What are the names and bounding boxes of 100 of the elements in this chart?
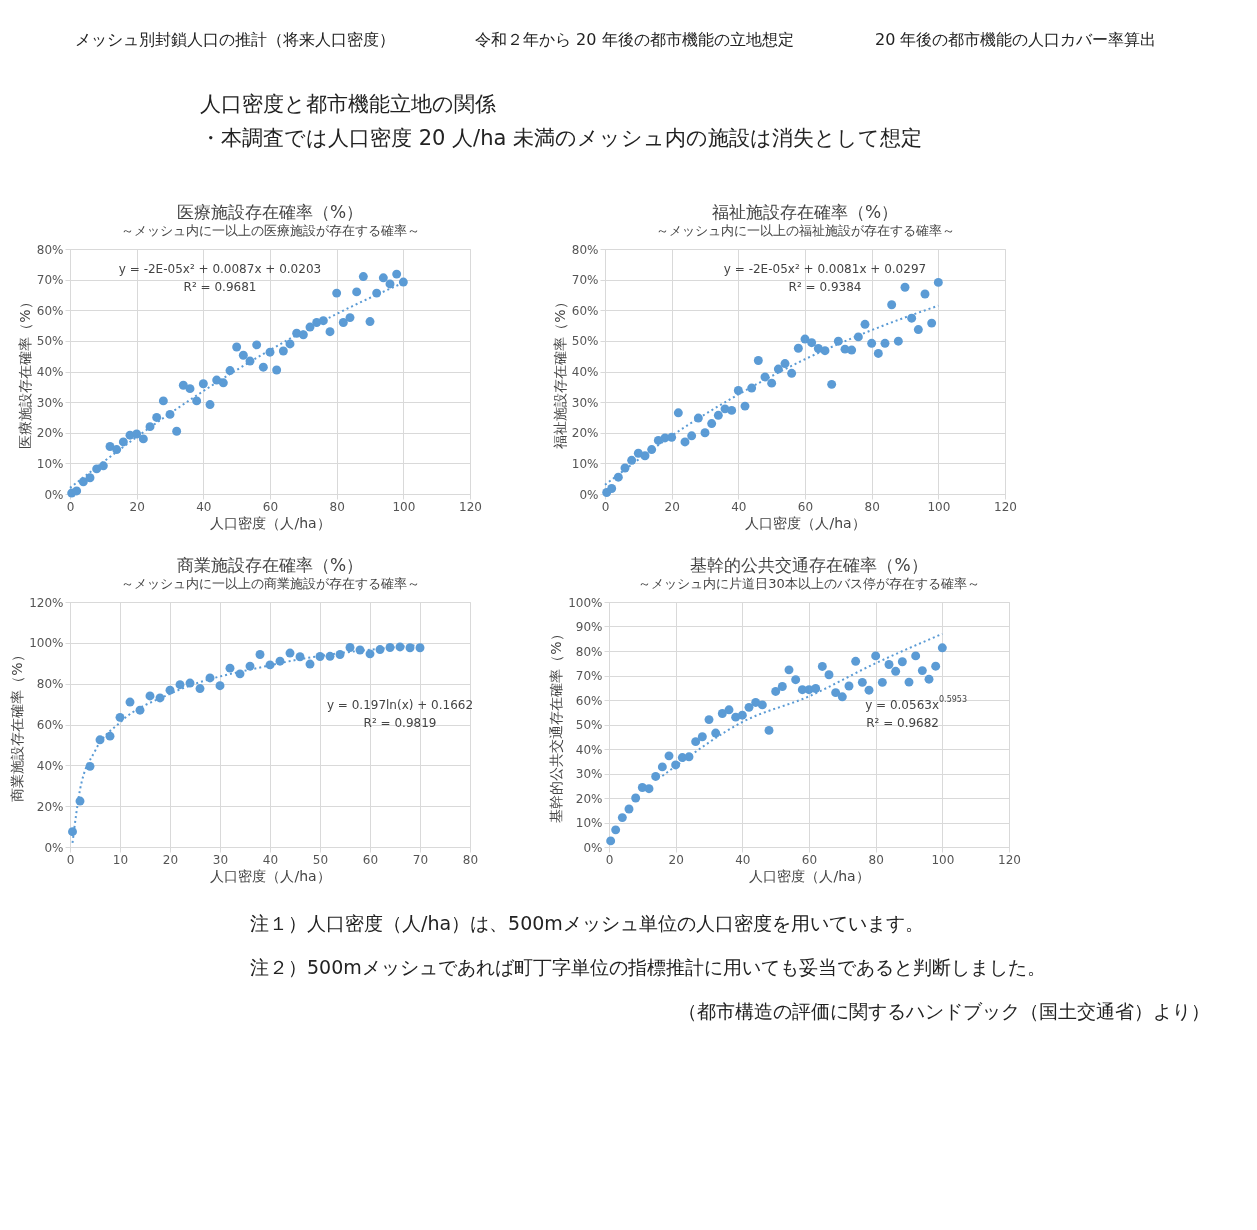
y-tick-label: 80%: [575, 644, 603, 659]
y-tick-label: 80%: [36, 677, 64, 692]
y-tick-label: 20%: [36, 799, 64, 814]
point: [937, 643, 947, 653]
point: [764, 725, 774, 735]
y-tick-label: 30%: [36, 395, 64, 410]
y-tick-label: 0%: [44, 487, 64, 502]
point: [933, 277, 943, 287]
point: [651, 771, 661, 781]
y-tick-label: 100%: [29, 636, 64, 651]
x-axis-title: 人口密度（人/ha）: [210, 514, 331, 531]
x-tick-label: 80: [864, 499, 880, 514]
y-tick-label: 30%: [571, 395, 599, 410]
point: [717, 709, 727, 718]
y-axis-title: 基幹的公共交通存在確率（%）: [548, 627, 565, 823]
x-tick-label: 100: [927, 499, 951, 514]
point: [345, 313, 355, 323]
x-axis-title: 人口密度（人/ha）: [745, 514, 866, 531]
y-tick-label: 10%: [36, 456, 64, 471]
point: [657, 762, 667, 772]
x-tick-label: 40: [196, 499, 212, 514]
point: [138, 434, 148, 444]
point: [125, 697, 135, 707]
x-tick-label: 0: [66, 852, 75, 867]
point: [72, 486, 82, 496]
x-tick-label: 60: [362, 852, 379, 867]
point: [864, 685, 874, 695]
point: [740, 401, 750, 411]
x-tick-label: 120: [998, 852, 1021, 867]
x-tick-label: 60: [262, 499, 279, 514]
point: [737, 710, 747, 720]
y-tick-label: 10%: [575, 816, 603, 830]
point: [867, 338, 877, 348]
point: [624, 804, 634, 814]
x-axis-title: 人口密度（人/ha）: [210, 867, 331, 884]
x-tick-label: 100: [931, 852, 955, 867]
y-tick-label: 80%: [571, 242, 599, 257]
point: [897, 657, 907, 667]
annotation: y = -2E-05x² + 0.0081x + 0.0297: [723, 262, 927, 276]
point: [757, 700, 767, 710]
point: [245, 661, 255, 671]
point: [707, 419, 717, 429]
point: [831, 688, 841, 698]
point: [68, 827, 77, 837]
y-tick-label: 20%: [575, 791, 603, 806]
x-tick-label: 80: [462, 852, 479, 867]
point: [673, 408, 683, 418]
point: [844, 681, 854, 691]
x-tick-label: 60: [801, 852, 818, 867]
point: [298, 330, 308, 340]
point: [827, 379, 837, 389]
point: [218, 378, 228, 388]
y-tick-label: 50%: [571, 334, 599, 349]
x-tick-label: 100: [392, 499, 416, 514]
point: [724, 705, 734, 715]
y-axis-title: 福祉施設存在確率（%）: [551, 295, 568, 449]
point: [837, 692, 847, 702]
point: [704, 715, 714, 725]
text: メッシュ別封鎖人口の推計（将来人口密度）: [75, 30, 395, 49]
y-tick-label: 120%: [29, 595, 64, 610]
point: [893, 336, 903, 346]
point: [158, 396, 168, 406]
point: [917, 666, 927, 676]
x-tick-label: 20: [664, 499, 680, 514]
x-tick-label: 40: [731, 499, 747, 514]
point: [345, 643, 355, 652]
y-tick-label: 70%: [575, 669, 603, 683]
point: [860, 319, 870, 329]
x-axis-title: 人口密度（人/ha）: [749, 867, 870, 884]
point: [358, 272, 368, 282]
point: [145, 691, 155, 701]
point: [924, 674, 934, 684]
x-tick-label: 80: [329, 499, 345, 514]
point: [607, 484, 617, 493]
y-tick-label: 40%: [36, 758, 64, 773]
point: [871, 651, 881, 661]
annotation: R² = 0.9819: [363, 715, 437, 730]
point: [744, 702, 754, 712]
point: [664, 751, 674, 761]
point: [807, 338, 817, 348]
text: 人口密度と都市機能立地の関係: [200, 92, 496, 116]
point: [205, 400, 215, 410]
x-tick-label: 0: [605, 852, 614, 867]
annotation: y = -2E-05x² + 0.0087x + 0.0203: [118, 262, 322, 276]
point: [192, 396, 202, 406]
y-tick-label: 60%: [36, 718, 64, 732]
point: [644, 784, 654, 794]
y-tick-label: 40%: [575, 742, 603, 757]
chart-title: 基幹的公共交通存在確率（%）: [690, 555, 928, 575]
point: [767, 378, 777, 388]
point: [215, 681, 225, 691]
point: [378, 273, 388, 283]
y-tick-label: 20%: [36, 426, 64, 441]
x-tick-label: 40: [262, 852, 279, 867]
point: [851, 656, 861, 666]
point: [338, 318, 348, 327]
point: [907, 313, 917, 323]
point: [278, 346, 288, 356]
point: [611, 825, 621, 835]
y-tick-label: 40%: [36, 365, 64, 379]
